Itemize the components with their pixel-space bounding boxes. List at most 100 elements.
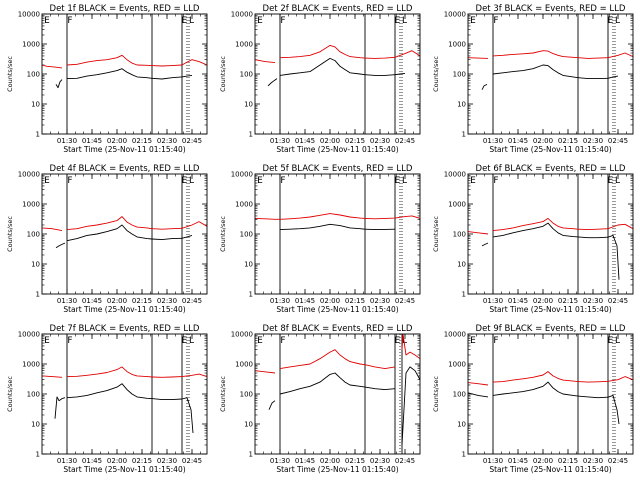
lld-series-line xyxy=(255,370,276,374)
events-series-line xyxy=(66,224,153,242)
y-axis-label: Counts/sec xyxy=(6,216,14,252)
vertical-markers xyxy=(492,174,616,294)
vertical-markers xyxy=(279,334,403,454)
y-tick-label: 1 xyxy=(462,131,466,139)
x-tick-label: 02:30 xyxy=(157,457,177,465)
events-series-line xyxy=(279,372,366,395)
events-series-line xyxy=(267,78,278,87)
marker-label: F xyxy=(67,336,72,346)
y-tick-label: 10 xyxy=(244,421,253,429)
x-tick-label: 02:45 xyxy=(182,137,202,145)
y-tick-label: 1 xyxy=(36,451,40,459)
x-tick-label: 01:30 xyxy=(57,457,77,465)
events-series-line xyxy=(268,400,276,410)
x-tick-label: 02:45 xyxy=(608,137,628,145)
y-tick-label: 10000 xyxy=(231,11,253,19)
panel-title: Det 6f BLACK = Events, RED = LLD xyxy=(476,164,626,174)
lld-series-line xyxy=(492,371,579,383)
y-axis-label: Counts/sec xyxy=(6,56,14,92)
lld-series-line xyxy=(468,382,489,386)
marker-label: E xyxy=(395,336,401,346)
y-tick-label: 10000 xyxy=(18,331,40,339)
marker-label: L xyxy=(189,16,194,26)
x-tick-label: 01:30 xyxy=(483,297,503,305)
x-tick-label: 02:15 xyxy=(345,137,365,145)
y-tick-label: 1 xyxy=(36,291,40,299)
x-tick-label: 01:45 xyxy=(82,457,102,465)
marker-label: E xyxy=(44,176,50,186)
lld-series-line xyxy=(492,50,579,59)
events-series-line xyxy=(364,74,396,76)
y-axis-label: Counts/sec xyxy=(219,56,227,92)
x-tick-label: 01:30 xyxy=(57,137,77,145)
y-tick-label: 1000 xyxy=(448,41,466,49)
x-tick-label: 02:00 xyxy=(320,297,340,305)
y-tick-label: 10000 xyxy=(18,171,40,179)
events-series-line xyxy=(151,398,183,401)
series-group xyxy=(42,216,207,249)
x-tick-label: 02:45 xyxy=(395,297,415,305)
x-tick-label: 02:00 xyxy=(107,297,127,305)
y-tick-label: 1 xyxy=(462,451,466,459)
x-axis-label: Start Time (25-Nov-11 01:15:40) xyxy=(63,465,185,474)
x-tick-label: 02:00 xyxy=(107,137,127,145)
y-tick-label: 10000 xyxy=(444,331,466,339)
lld-series-line xyxy=(401,334,420,360)
x-tick-label: 02:15 xyxy=(345,297,365,305)
x-tick-label: 01:45 xyxy=(508,457,528,465)
lld-series-line xyxy=(577,57,609,59)
x-tick-label: 01:45 xyxy=(295,457,315,465)
y-tick-label: 10 xyxy=(244,261,253,269)
y-tick-label: 100 xyxy=(27,71,40,79)
x-tick-label: 02:30 xyxy=(157,137,177,145)
x-tick-label: 02:30 xyxy=(370,137,390,145)
x-tick-label: 02:30 xyxy=(157,297,177,305)
series-group xyxy=(255,44,420,87)
x-tick-label: 02:00 xyxy=(533,457,553,465)
marker-label: L xyxy=(189,176,194,186)
marker-label: F xyxy=(493,16,498,26)
events-series-line xyxy=(364,386,396,391)
series-group xyxy=(255,213,420,231)
x-axis-label: Start Time (25-Nov-11 01:15:40) xyxy=(276,465,398,474)
y-tick-label: 1000 xyxy=(235,41,253,49)
events-series-line xyxy=(401,366,420,446)
marker-label: E xyxy=(182,176,188,186)
x-axis-label: Start Time (25-Nov-11 01:15:40) xyxy=(489,465,611,474)
y-tick-label: 100 xyxy=(453,391,466,399)
events-series-line xyxy=(607,394,620,425)
events-series-line xyxy=(492,64,579,79)
chart-panel-4: Det 4f BLACK = Events, RED = LLD 1 10 100 10… xyxy=(6,164,208,314)
marker-label: E xyxy=(470,336,476,346)
x-tick-label: 01:30 xyxy=(270,297,290,305)
x-tick-label: 02:00 xyxy=(107,457,127,465)
lld-series-line xyxy=(181,373,207,378)
lld-series-line xyxy=(255,59,276,64)
marker-label: E xyxy=(257,336,263,346)
lld-series-line xyxy=(42,227,63,232)
series-group xyxy=(468,371,633,425)
lld-series-line xyxy=(577,380,609,383)
lld-series-line xyxy=(66,54,153,67)
y-tick-label: 10000 xyxy=(444,171,466,179)
marker-label: E xyxy=(608,176,614,186)
y-tick-label: 1000 xyxy=(235,361,253,369)
events-series-line xyxy=(151,76,183,80)
plot-frame xyxy=(254,173,421,295)
y-tick-label: 10 xyxy=(31,261,40,269)
events-series-line xyxy=(577,395,609,399)
events-series-line xyxy=(481,83,488,90)
x-tick-label: 02:45 xyxy=(608,457,628,465)
series-group xyxy=(468,50,633,90)
y-tick-label: 1000 xyxy=(448,361,466,369)
marker-label: E xyxy=(182,336,188,346)
y-tick-label: 1 xyxy=(462,291,466,299)
events-series-line xyxy=(468,392,489,398)
lld-series-line xyxy=(492,217,579,232)
marker-label: L xyxy=(615,16,620,26)
marker-label: E xyxy=(470,176,476,186)
marker-label: L xyxy=(189,336,194,346)
x-tick-label: 01:30 xyxy=(270,457,290,465)
events-series-line xyxy=(279,223,366,231)
panel-title: Det 3f BLACK = Events, RED = LLD xyxy=(476,4,626,14)
